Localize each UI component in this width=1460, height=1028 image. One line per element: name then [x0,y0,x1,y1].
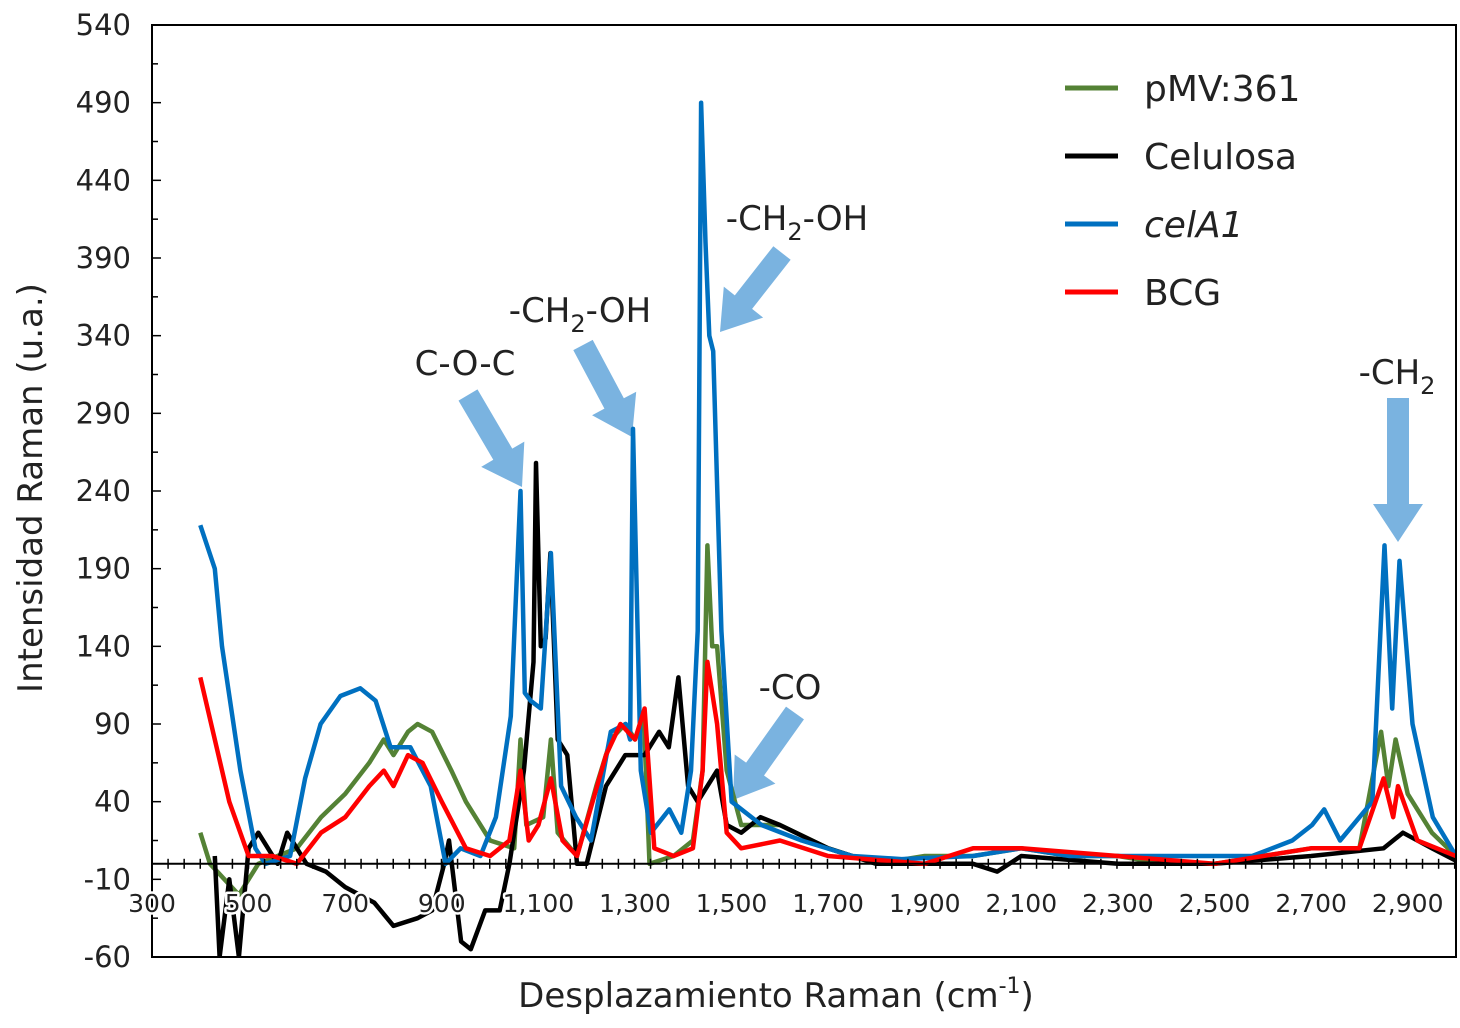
tick-labels: -60 -10 40 90 140 190 240 290 340 390 440 490 540 300… [76,8,1446,974]
annotation-arrow-icon [573,339,637,437]
annotation-main: -CH [509,291,571,331]
x-tick-label: 1,300 [599,889,671,918]
y-tick-label: 490 [76,86,131,120]
series-line-bcg [198,659,1456,867]
annotation-arrow-icon [720,246,791,332]
annotations: C-O-C-CH2-OH-CH2-OH-CO-CH2 [415,199,1436,708]
x-tick-label: 2,900 [1372,889,1444,918]
annotation-tail: -OH [586,291,652,331]
y-tick-label: -10 [84,862,131,896]
legend-label: BCG [1144,273,1221,314]
annotation-arrow-icon [458,389,525,487]
y-tick-label: 390 [76,241,131,275]
y-tick-label: 140 [76,629,131,663]
legend: pMV:361 Celulosa celA1 BCG [1065,69,1300,314]
annotation-subscript: 2 [1420,372,1435,400]
x-tick-label: 500 [225,889,273,918]
x-tick-label: 1,100 [503,889,575,918]
y-tick-label: 190 [76,552,131,586]
peak-annotation: -CH2-OH [726,199,868,246]
x-tick-label: 2,100 [986,889,1058,918]
peak-annotation: C-O-C [415,344,516,384]
annotation-main: -CH [1359,353,1421,393]
x-tick-label: 2,500 [1179,889,1251,918]
y-tick-label: 540 [76,8,131,42]
legend-label: Celulosa [1144,137,1297,178]
y-axis-title: Intensidad Raman (u.a.) [11,283,51,693]
series-line-pmv-361 [198,543,1456,898]
axes [151,24,1456,958]
y-tick-label: -60 [84,940,131,974]
x-tick-label: 700 [321,889,369,918]
series-line-cela1 [198,100,1456,867]
peak-annotation: -CO [759,668,822,708]
x-tick-label: 2,700 [1275,889,1347,918]
y-tick-label: 40 [94,785,131,819]
annotation-arrows [458,246,1423,800]
x-tick-label: 300 [128,889,176,918]
legend-label: celA1 [1144,205,1243,246]
y-tick-label: 440 [76,163,131,197]
x-tick-label: 1,900 [889,889,961,918]
annotation-main: -CH [726,199,788,239]
x-tick-label: 900 [418,889,466,918]
annotation-main: -CO [759,668,822,708]
annotation-subscript: 2 [787,218,802,246]
x-tick-label: 1,500 [696,889,768,918]
y-tick-label: 340 [76,319,131,353]
x-axis-title: Desplazamiento Raman (cm-1) [518,974,1034,1016]
y-tick-label: 290 [76,396,131,430]
annotation-tail: -OH [803,199,869,239]
peak-annotation: -CH2 [1359,353,1436,400]
peak-annotation: -CH2-OH [509,291,651,338]
x-tick-label: 1,700 [792,889,864,918]
y-tick-label: 90 [94,707,131,741]
legend-label: pMV:361 [1144,69,1300,110]
annotation-arrow-icon [1373,398,1423,542]
annotation-arrow-icon [733,706,804,800]
series-line-celulosa [212,460,1456,957]
x-tick-label: 2,300 [1082,889,1154,918]
annotation-main: C-O-C [415,344,516,384]
y-tick-label: 240 [76,474,131,508]
annotation-subscript: 2 [570,310,585,338]
